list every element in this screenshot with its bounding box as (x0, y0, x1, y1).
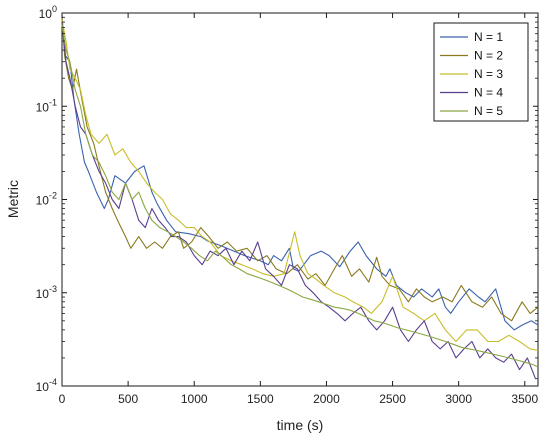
x-tick-label: 0 (59, 392, 66, 406)
x-tick-label: 2500 (379, 392, 406, 406)
x-tick-label: 3500 (511, 392, 538, 406)
legend-label-4: N = 4 (474, 86, 503, 100)
series-line-2 (61, 17, 539, 322)
series-line-5 (61, 24, 539, 368)
y-axis-title: Metric (5, 180, 21, 218)
x-tick-label: 1000 (181, 392, 208, 406)
y-tick-label: 10-1 (36, 97, 57, 114)
legend-label-3: N = 3 (474, 67, 503, 81)
legend: N = 1 N = 2 N = 3 N = 4 N = 5 (433, 22, 529, 122)
x-tick-label: 1500 (247, 392, 274, 406)
y-axis: 10-4 10-3 10-2 10-1 100 (36, 4, 538, 394)
x-axis-title: time (s) (277, 417, 324, 433)
series-layer (61, 15, 539, 380)
y-tick-label: 100 (39, 4, 57, 21)
series-line-1 (61, 15, 539, 331)
legend-label-2: N = 2 (474, 49, 503, 63)
legend-label-1: N = 1 (474, 30, 503, 44)
x-tick-label: 2000 (313, 392, 340, 406)
y-tick-label: 10-4 (36, 377, 57, 394)
legend-label-5: N = 5 (474, 104, 503, 118)
x-axis: 0 500 1000 1500 2000 2500 3000 3500 (59, 13, 538, 406)
series-line-4 (61, 21, 538, 380)
legend-box (433, 22, 529, 122)
y-tick-label: 10-2 (36, 191, 57, 208)
x-tick-label: 3000 (445, 392, 472, 406)
x-tick-label: 500 (118, 392, 138, 406)
y-tick-label: 10-3 (36, 284, 57, 301)
